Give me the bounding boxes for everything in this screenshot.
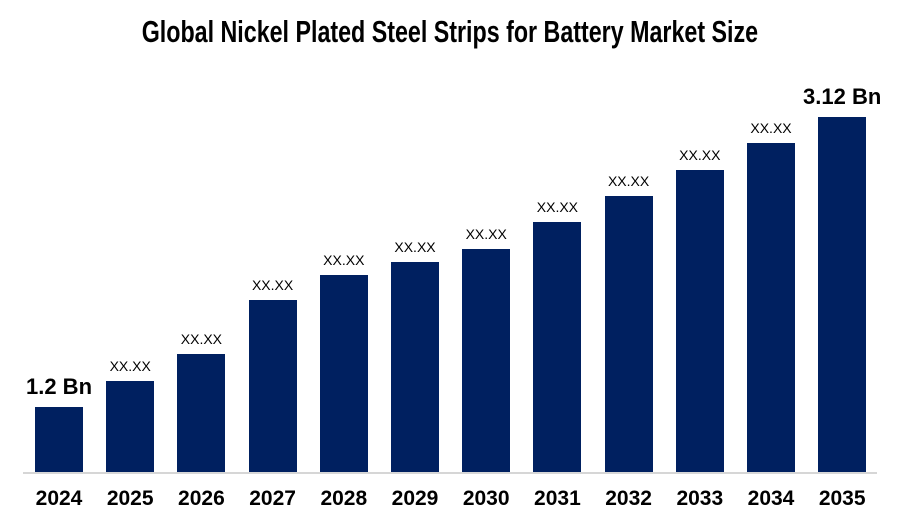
x-axis-line — [23, 472, 877, 474]
x-axis-label-2025: 2025 — [106, 487, 154, 510]
x-axis-label-2030: 2030 — [462, 487, 510, 510]
bar-value-label-2024: 1.2 Bn — [25, 374, 93, 399]
bar-2033 — [675, 170, 724, 472]
bar-2032 — [604, 196, 653, 472]
bar-placeholder-label-2031: XX.XX — [536, 199, 579, 215]
bar-placeholder-label-2027: XX.XX — [251, 277, 294, 293]
bar-placeholder-label-2030: XX.XX — [465, 226, 507, 242]
x-axis-label-2024: 2024 — [35, 487, 83, 510]
bar-2025 — [106, 381, 155, 472]
bar-placeholder-label-2034: XX.XX — [750, 120, 792, 136]
bar-2031 — [533, 222, 582, 472]
x-axis-label-2031: 2031 — [534, 487, 581, 510]
x-axis-label-2032: 2032 — [605, 487, 652, 510]
x-axis-label-2029: 2029 — [391, 487, 439, 510]
bar-placeholder-label-2026: XX.XX — [180, 331, 223, 347]
bar-placeholder-label-2033: XX.XX — [679, 147, 721, 163]
x-axis-label-2026: 2026 — [178, 487, 225, 510]
title-area: Global Nickel Plated Steel Strips for Ba… — [0, 14, 900, 50]
bar-2035 — [818, 117, 867, 472]
bar-placeholder-label-2025: XX.XX — [109, 358, 151, 374]
x-axis-label-2033: 2033 — [676, 487, 724, 510]
bar-2030 — [462, 249, 511, 472]
bar-placeholder-label-2029: XX.XX — [394, 239, 436, 255]
bar-2024 — [35, 407, 83, 472]
bar-2028 — [319, 275, 368, 472]
bar-placeholder-label-2032: XX.XX — [607, 173, 650, 189]
bar-2029 — [391, 262, 439, 472]
bar-2027 — [248, 300, 297, 472]
x-axis-label-2034: 2034 — [747, 487, 795, 510]
x-axis-label-2028: 2028 — [320, 487, 368, 510]
bar-placeholder-label-2028: XX.XX — [323, 252, 365, 268]
chart-title: Global Nickel Plated Steel Strips for Ba… — [141, 14, 759, 49]
bar-value-label-2035: 3.12 Bn — [803, 84, 882, 109]
x-axis-label-2035: 2035 — [818, 487, 866, 510]
bar-2026 — [177, 354, 226, 472]
x-axis-label-2027: 2027 — [249, 487, 296, 510]
bar-2034 — [747, 143, 795, 472]
